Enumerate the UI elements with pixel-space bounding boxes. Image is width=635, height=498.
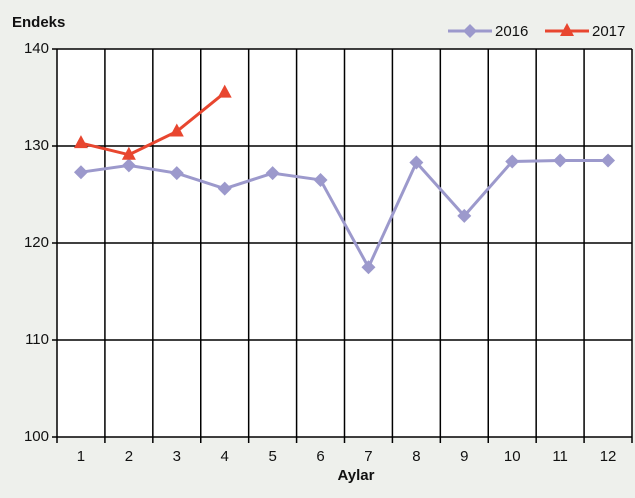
x-axis-title: Aylar bbox=[338, 467, 375, 484]
series-line bbox=[80, 159, 609, 271]
x-tick-label: 11 bbox=[552, 448, 568, 465]
diamond-marker bbox=[361, 260, 376, 275]
diamond-marker bbox=[457, 208, 472, 223]
diamond-marker bbox=[265, 166, 280, 181]
y-tick-label: 110 bbox=[25, 331, 49, 348]
x-tick-label: 3 bbox=[173, 448, 181, 465]
triangle-marker bbox=[217, 84, 232, 98]
legend-label: 2017 bbox=[592, 23, 625, 40]
legend-marker bbox=[560, 23, 574, 36]
x-tick-label: 9 bbox=[460, 448, 468, 465]
x-tick-label: 2 bbox=[125, 448, 133, 465]
y-axis-title: Endeks bbox=[12, 14, 65, 31]
x-tick-label: 5 bbox=[268, 448, 276, 465]
x-tick-label: 1 bbox=[77, 448, 85, 465]
y-tick-label: 100 bbox=[24, 428, 49, 445]
triangle-marker bbox=[121, 146, 136, 160]
x-tick-label: 6 bbox=[316, 448, 324, 465]
diamond-marker bbox=[505, 154, 520, 169]
x-tick-label: 8 bbox=[412, 448, 420, 465]
y-tick-label: 120 bbox=[24, 234, 49, 251]
triangle-marker bbox=[169, 123, 184, 137]
diamond-marker bbox=[169, 166, 184, 181]
y-tick-label: 130 bbox=[24, 137, 49, 154]
x-tick-label: 10 bbox=[504, 448, 521, 465]
diamond-marker bbox=[217, 181, 232, 196]
diamond-marker bbox=[121, 158, 136, 173]
diamond-marker bbox=[553, 153, 568, 168]
y-tick-label: 140 bbox=[24, 40, 49, 57]
series-line bbox=[80, 91, 226, 157]
x-tick-label: 7 bbox=[364, 448, 372, 465]
x-tick-label: 4 bbox=[221, 448, 229, 465]
diamond-marker bbox=[409, 155, 424, 170]
legend-label: 2016 bbox=[495, 23, 528, 40]
triangle-marker bbox=[73, 135, 88, 149]
diamond-marker bbox=[601, 153, 616, 168]
diamond-marker bbox=[313, 172, 328, 187]
legend-marker bbox=[463, 24, 477, 38]
diamond-marker bbox=[73, 165, 88, 180]
x-tick-label: 12 bbox=[600, 448, 617, 465]
